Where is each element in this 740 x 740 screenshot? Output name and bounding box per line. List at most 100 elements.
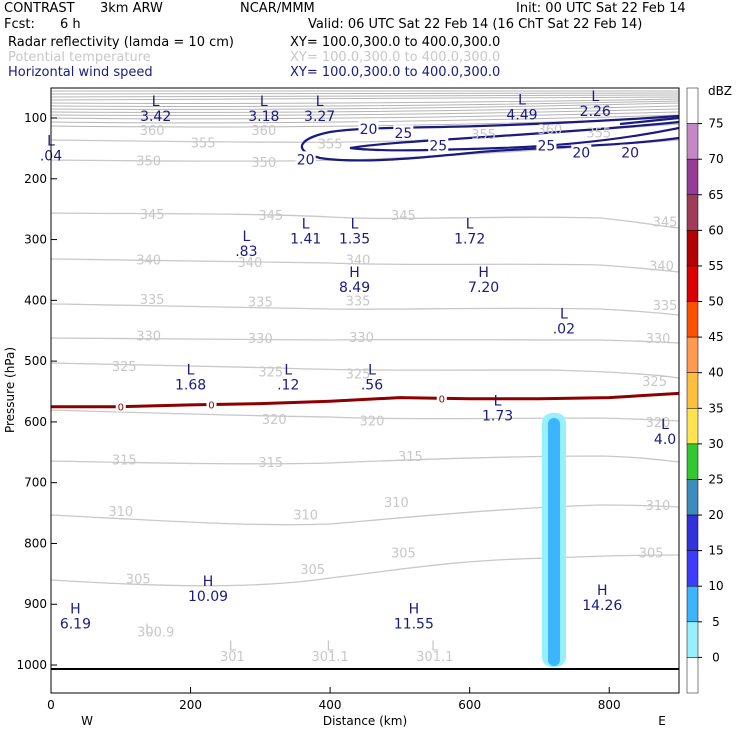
theta-label: 335 [346, 294, 371, 309]
colorbar-label: 45 [708, 330, 723, 344]
y-tick-label: 500 [24, 354, 47, 368]
colorbar-swatch [686, 301, 699, 338]
colorbar-unit: dBZ [708, 84, 732, 98]
theta-label: 360 [140, 124, 165, 139]
theta-extremum-marker: L [431, 640, 439, 655]
colorbar-label: 75 [708, 117, 723, 131]
colorbar-swatch [686, 479, 699, 516]
colorbar-swatch [686, 87, 699, 124]
theta-label: 320 [646, 416, 671, 431]
theta-label: 325 [346, 367, 371, 382]
project-title: CONTRAST [4, 1, 75, 16]
organization: NCAR/MMM [240, 1, 315, 16]
forecast-hour: 6 h [60, 17, 81, 32]
wind-extremum-marker: H [70, 601, 81, 617]
colorbar-label: 55 [708, 259, 723, 273]
model-name: 3km ARW [100, 1, 163, 16]
theta-label: 305 [391, 547, 416, 562]
freezing-label-bg [206, 398, 217, 410]
theta-label: 305 [639, 547, 664, 562]
wind-extremum-marker: L [242, 229, 250, 245]
theta-label: 305 [126, 573, 151, 588]
theta-label: 355 [318, 138, 343, 153]
colorbar-label: 30 [708, 437, 723, 451]
theta-label: 301.1 [416, 650, 453, 665]
theta-label: 315 [258, 456, 283, 471]
theta-label: 340 [346, 254, 371, 269]
wind-contour-label: 25 [538, 138, 556, 154]
forecast-label: Fcst: [4, 17, 35, 32]
wind-extremum-marker: H [409, 601, 420, 617]
colorbar-swatch [686, 265, 699, 302]
wind-label-bg [393, 125, 414, 141]
wind-extremum-marker: H [203, 574, 214, 590]
wind-extremum-value: 2.26 [580, 104, 611, 120]
colorbar-swatch [686, 550, 699, 587]
wind-speed-contours [300, 114, 679, 162]
wind-extremum-marker: H [349, 265, 360, 281]
theta-label: 345 [258, 209, 283, 224]
theta-label: 310 [384, 496, 409, 511]
freezing-label-bg [436, 392, 447, 404]
field-name-theta: Potential temperature [8, 50, 151, 65]
theta-extremum-marker: L [145, 623, 153, 638]
colorbar-swatch [686, 514, 699, 551]
wind-contour-label: 25 [394, 126, 412, 142]
wind-extremum-value: 14.26 [582, 598, 622, 614]
colorbar-swatch [686, 443, 699, 480]
freezing-level-label: 0 [439, 394, 445, 405]
colorbar-label: 10 [708, 579, 723, 593]
freezing-label-bg [115, 400, 126, 412]
wind-contour-label: 25 [429, 138, 447, 154]
freezing-level-label: 0 [118, 403, 124, 414]
colorbar-label: 20 [708, 508, 723, 522]
wind-extremum-value: .12 [277, 377, 299, 393]
wind-extremum-value: .83 [235, 244, 257, 260]
colorbar-swatch [686, 657, 699, 694]
y-tick-label: 1000 [16, 658, 47, 672]
wind-extremum-marker: L [284, 362, 292, 378]
theta-label: 315 [398, 450, 423, 465]
wind-contour-label: 20 [360, 122, 378, 138]
wind-label-bg [358, 120, 379, 136]
theta-label: 330 [248, 332, 273, 347]
wind-extremum-marker: L [260, 94, 268, 110]
wind-extremum-value: 3.18 [248, 109, 279, 125]
colorbar-swatch [686, 123, 699, 160]
wind-label-bg [620, 144, 641, 160]
theta-label: 301.1 [312, 650, 349, 665]
theta-label: 300.9 [137, 626, 174, 641]
x-tick-label: 0 [47, 698, 55, 712]
theta-label: 340 [136, 254, 161, 269]
theta-extremum-marker: L [229, 640, 237, 655]
theta-label: 325 [112, 360, 137, 375]
wind-label-bg [536, 137, 557, 153]
wind-extremum-value: 3.27 [304, 109, 335, 125]
wind-extremum-marker: L [187, 362, 195, 378]
wind-extremum-value: .56 [361, 377, 383, 393]
wind-extremum-value: 1.41 [290, 232, 321, 248]
colorbar-label: 25 [708, 472, 723, 486]
theta-label: 350 [136, 155, 161, 170]
wind-extremum-value: 1.68 [175, 377, 206, 393]
colorbar-swatch [686, 230, 699, 267]
wind-extremum-value: 8.49 [339, 280, 370, 296]
colorbar-swatch [686, 408, 699, 445]
wind-label-bg [428, 137, 449, 153]
colorbar-label: 40 [708, 366, 723, 380]
theta-label: 335 [248, 296, 273, 311]
wind-extremum-value: 4.49 [506, 108, 537, 124]
wind-extremum-value: 1.35 [339, 232, 370, 248]
theta-label: 310 [108, 505, 133, 520]
colorbar-label: 70 [708, 152, 723, 166]
colorbar-label: 60 [708, 223, 723, 237]
theta-label: 360 [251, 124, 276, 139]
wind-contour-label: 20 [572, 146, 590, 162]
theta-label: 355 [586, 127, 611, 142]
west-label: W [81, 714, 93, 728]
theta-label: 340 [237, 256, 262, 271]
theta-label: 350 [251, 156, 276, 171]
wind-extremum-marker: L [316, 94, 324, 110]
y-tick-label: 300 [24, 233, 47, 247]
